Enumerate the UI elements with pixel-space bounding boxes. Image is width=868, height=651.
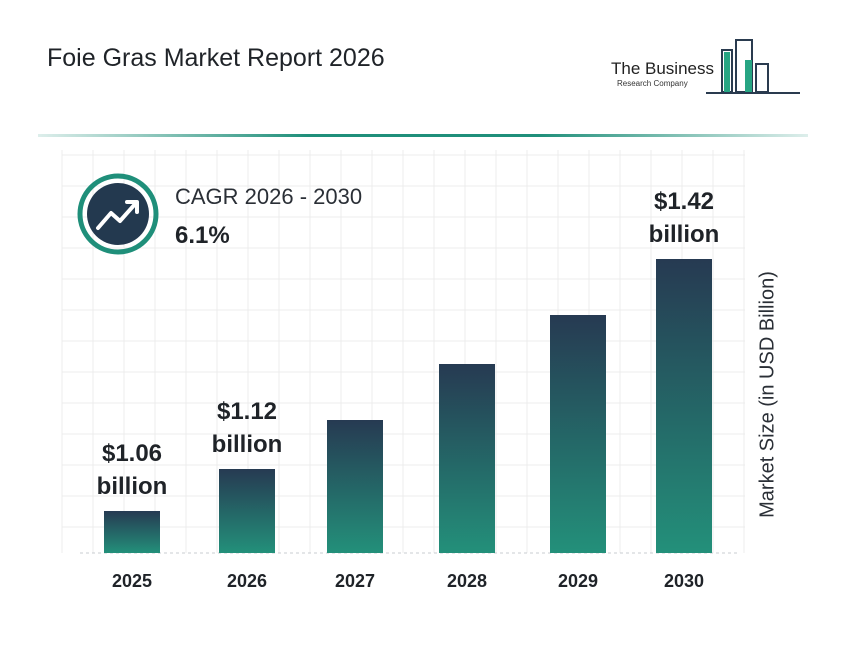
logo-name: The Business bbox=[611, 59, 714, 78]
bar-2029 bbox=[550, 315, 606, 553]
cagr-value: 6.1% bbox=[175, 222, 230, 249]
x-tick-label: 2029 bbox=[558, 571, 598, 591]
data-labels: $1.06 billion $1.12 billion $1.42 billion bbox=[97, 188, 720, 500]
x-tick-label: 2028 bbox=[447, 571, 487, 591]
x-tick-label: 2025 bbox=[112, 571, 152, 591]
x-tick-label: 2027 bbox=[335, 571, 375, 591]
bar-2027 bbox=[327, 420, 383, 553]
cagr-label: CAGR 2026 - 2030 bbox=[175, 184, 363, 209]
data-label: $1.06 bbox=[102, 440, 162, 467]
bar-2030 bbox=[656, 259, 712, 553]
bar-2025 bbox=[104, 511, 160, 553]
data-label: $1.42 bbox=[654, 188, 714, 215]
logo-subtitle: Research Company bbox=[617, 79, 688, 88]
y-axis-label: Market Size (in USD Billion) bbox=[756, 271, 779, 518]
chart-title: Foie Gras Market Report 2026 bbox=[47, 44, 385, 72]
x-tick-labels: 2025 2026 2027 2028 2029 2030 bbox=[112, 571, 704, 591]
data-label: billion bbox=[212, 431, 283, 458]
data-label: $1.12 bbox=[217, 398, 277, 425]
data-label: billion bbox=[97, 473, 168, 500]
data-label: billion bbox=[649, 221, 720, 248]
bar-2028 bbox=[439, 364, 495, 553]
cagr-icon bbox=[77, 173, 159, 255]
x-tick-label: 2026 bbox=[227, 571, 267, 591]
company-logo bbox=[706, 39, 800, 94]
bars-group bbox=[104, 259, 712, 553]
bar-2026 bbox=[219, 469, 275, 553]
header-divider bbox=[38, 134, 808, 137]
x-tick-label: 2030 bbox=[664, 571, 704, 591]
